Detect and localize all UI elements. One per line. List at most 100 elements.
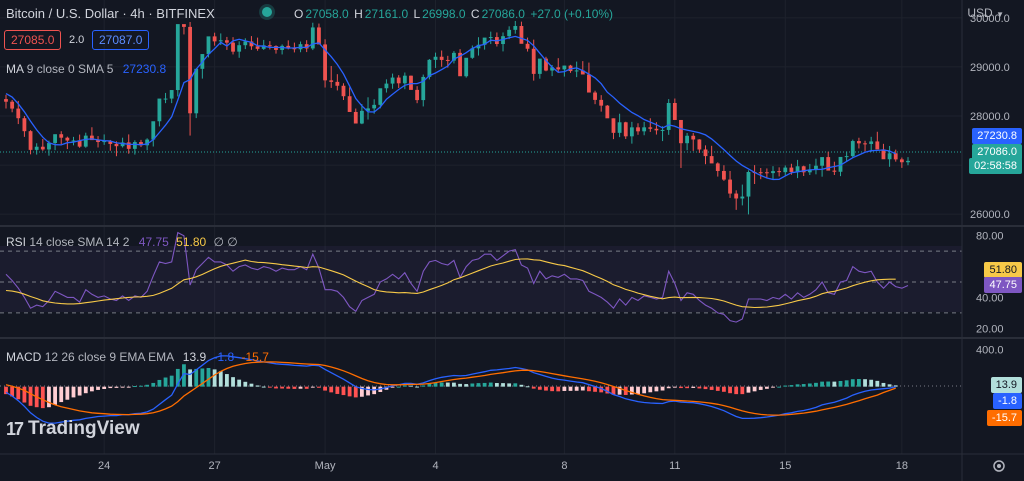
macd-hist-bar — [10, 386, 15, 397]
macd-hist-bar — [722, 386, 726, 392]
rsi-line[interactable] — [5, 231, 909, 323]
candle-body — [844, 156, 849, 158]
candle-body — [623, 122, 628, 137]
macd-signal-tag: -15.7 — [986, 410, 1022, 426]
macd-hist-bar — [832, 381, 837, 387]
rsi-band — [0, 246, 962, 312]
candle-body — [660, 129, 665, 131]
candle-body — [580, 70, 585, 75]
rsi-sma-line[interactable] — [5, 258, 896, 309]
candle-body — [519, 26, 524, 44]
macd-hist-bar — [114, 386, 119, 388]
macd-hist-bar — [261, 386, 266, 388]
rsi-legend[interactable]: RSI 14 close SMA 14 2 47.75 51.80 ∅ ∅ — [6, 235, 238, 249]
macd-hist-bar — [746, 386, 751, 393]
symbol-title[interactable]: Bitcoin / U.S. Dollar · 4h · BITFINEX — [6, 6, 215, 21]
macd-hist-bar — [636, 386, 640, 395]
macd-hist-bar — [470, 383, 475, 387]
candle-body — [96, 140, 100, 143]
macd-hist-bar — [893, 385, 898, 387]
macd-hist-bar — [654, 386, 659, 392]
rsi-legend-value: 47.75 — [138, 235, 169, 249]
time-axis[interactable]: 24 27 May 4 8 11 15 18 — [98, 460, 908, 472]
tradingview-logo[interactable]: 17 TradingView — [6, 418, 140, 440]
macd-hist-bar — [22, 386, 27, 403]
macd-hist-bar — [887, 384, 892, 387]
ma-legend[interactable]: MA 9 close 0 SMA 5 27230.8 — [6, 62, 166, 76]
candle-body — [734, 193, 739, 199]
currency-selector[interactable]: USD ▼ — [967, 6, 1004, 20]
macd-hist-bar — [390, 386, 395, 388]
macd-hist-bar — [482, 382, 487, 387]
macd-hist-bar — [734, 386, 739, 395]
candle-body — [691, 135, 696, 140]
macd-hist-bar — [629, 386, 634, 395]
price-tick-label: 26000.0 — [970, 209, 1010, 221]
macd-hist-bar — [525, 386, 530, 388]
macd-legend[interactable]: MACD 12 26 close 9 EMA EMA 13.9 -1.8 -15… — [6, 350, 269, 364]
candle-body — [764, 172, 769, 174]
close-label: C — [470, 7, 480, 21]
candle-body — [71, 140, 76, 142]
macd-signal-line[interactable] — [5, 361, 896, 416]
macd-hist-bar — [820, 381, 824, 387]
candle-body — [636, 127, 640, 132]
price-tick-label: 28000.0 — [970, 111, 1010, 123]
candle-body — [353, 111, 358, 124]
macd-hist-bar — [605, 386, 610, 394]
macd-hist-bar — [286, 386, 291, 389]
candle-body — [869, 141, 874, 144]
macd-hist-bar — [433, 382, 438, 387]
candle-body — [488, 37, 493, 39]
ma-line[interactable] — [5, 35, 896, 181]
macd-legend-value: -1.8 — [213, 350, 235, 364]
ohlc-readout: O 27058.0 H 27161.0 L 26998.0 C 27086.0 +27.… — [294, 7, 615, 21]
rsi-legend-extra: ∅ ∅ — [213, 235, 238, 249]
candle-body — [820, 157, 824, 166]
rsi-legend-params: 14 close SMA 14 2 — [29, 235, 130, 249]
macd-hist-tag: 13.9 — [990, 377, 1022, 393]
macd-hist-bar — [844, 380, 849, 387]
candle-body — [801, 166, 806, 173]
candle-body — [145, 139, 150, 146]
macd-hist-bar — [740, 386, 745, 395]
candle-body — [206, 36, 211, 55]
macd-hist-bar — [53, 386, 57, 405]
macd-hist-bar — [691, 386, 696, 388]
sell-button[interactable]: 27085.0 — [4, 30, 62, 50]
candle-body — [212, 36, 217, 42]
macd-histogram[interactable] — [4, 364, 898, 409]
price-tick-label: 30000.0 — [970, 13, 1010, 25]
macd-line[interactable] — [5, 355, 896, 424]
macd-legend-label: MACD — [6, 350, 42, 364]
macd-hist-bar — [194, 368, 199, 387]
macd-hist-bar — [175, 368, 180, 387]
macd-hist-bar — [415, 386, 420, 388]
candle-body — [366, 108, 370, 111]
candle-body — [47, 143, 51, 150]
time-tick-label: 15 — [779, 460, 791, 472]
macd-hist-bar — [96, 386, 100, 390]
price-axis[interactable]: 30000.029000.028000.027000.026000.080.00… — [970, 13, 1010, 357]
high-label: H — [354, 7, 363, 21]
candle-body — [224, 40, 229, 43]
macd-hist-bar — [280, 386, 285, 389]
candle-body — [838, 156, 843, 172]
buy-button[interactable]: 27087.0 — [92, 30, 150, 50]
macd-hist-bar — [814, 382, 818, 387]
settings-icon[interactable] — [993, 460, 1005, 472]
candle-body — [384, 83, 389, 89]
candle-body — [906, 160, 910, 163]
candle-body — [783, 167, 788, 173]
candle-body — [795, 166, 800, 172]
macd-hist-bar — [243, 381, 248, 387]
macd-hist-bar — [335, 386, 340, 394]
candle-body — [537, 58, 542, 74]
candle-body — [16, 108, 21, 119]
macd-hist-legend-value: 13.9 — [182, 350, 207, 364]
macd-hist-bar — [807, 383, 812, 387]
macd-hist-bar — [795, 384, 800, 387]
macd-hist-bar — [801, 384, 806, 387]
macd-hist-bar — [237, 379, 242, 387]
